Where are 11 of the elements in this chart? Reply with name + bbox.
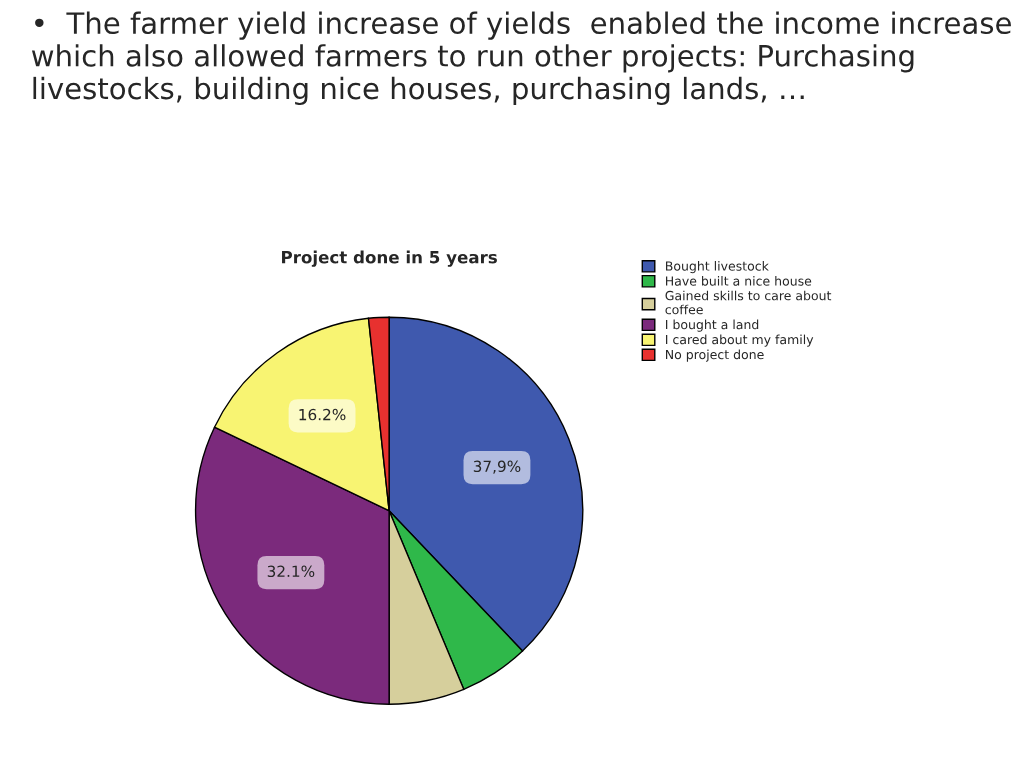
data-label: 32.1%: [267, 565, 315, 578]
legend-label: No project done: [666, 349, 764, 362]
data-label: 16.2%: [299, 408, 346, 421]
legend-label: I cared about my family: [666, 334, 814, 347]
data-label: 37,9%: [473, 460, 521, 474]
legend-label: Bought livestock: [666, 261, 769, 274]
chart-title: • The farmer yield increase of yields enabled the income increase which also allowed farmers to run other projects: Purchasing livestocks, building nice houses, purchasing lands, …: [31, 11, 1011, 106]
legend-label: Gained skills to care about coffee: [665, 290, 832, 315]
legend-label: I bought a land: [666, 319, 759, 332]
legend-label: Have built a nice house: [666, 276, 812, 286]
chart-subtitle: Project done in 5 years: [282, 250, 497, 267]
